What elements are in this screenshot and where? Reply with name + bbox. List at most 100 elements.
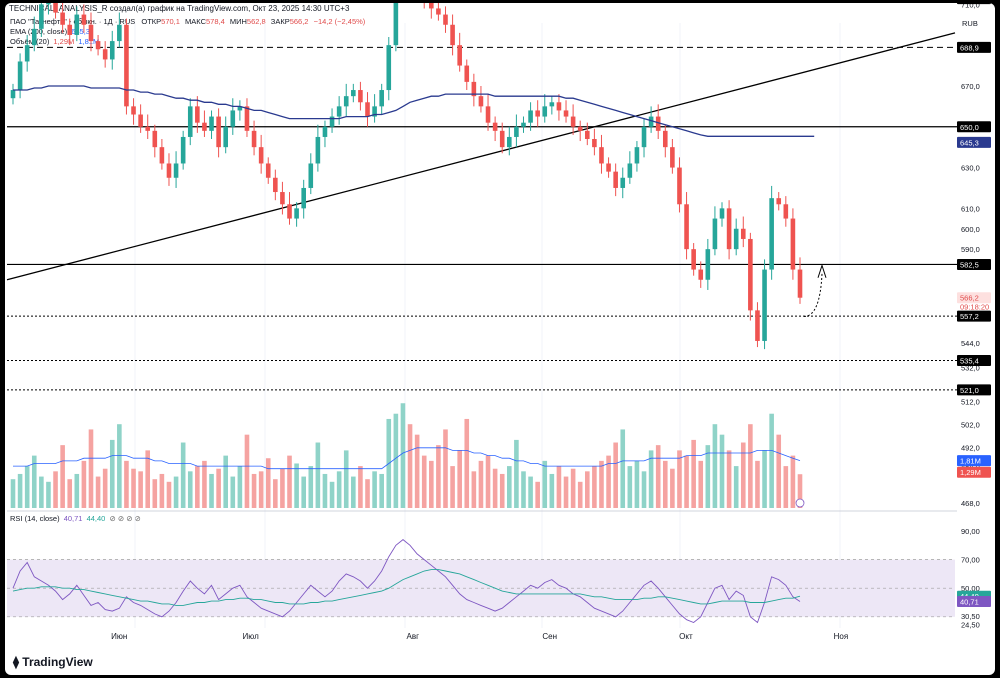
volume-bar [769,413,774,508]
level-tag: 688,9 [960,43,979,52]
candle-body [294,208,299,219]
candle-body [769,198,774,270]
projection-arrow-head [817,263,827,278]
candle-body [173,163,179,178]
volume-bar [74,473,80,508]
volume-bar [124,460,129,508]
volume-bar [152,479,158,508]
candle-body [450,24,455,46]
candle-body [308,163,314,188]
level-tag-bg [957,384,991,396]
last-price-tag: 566,2 [960,294,979,303]
volume-bar [719,434,725,508]
date-label: Окт [679,632,693,641]
candles [10,3,803,350]
volume-ma-value: 1,81M [78,37,100,46]
ema-path [13,85,815,137]
projection-arrow-path [803,273,823,317]
candle-body [74,14,80,35]
volume-bar [797,474,803,508]
volume-bar [173,476,179,508]
volume-bar [620,429,626,508]
volume-bar [202,460,207,508]
horizontal-levels [7,46,957,391]
volume-bar [39,476,44,508]
high-label: МАКС [185,17,206,26]
price-tick-label: 630,0 [961,164,980,173]
rsi-tick-label: 90,00 [961,527,980,536]
candle-body [237,106,243,111]
candle-body [166,163,172,178]
candle-body [776,198,782,205]
candle-body [528,110,533,123]
volume-bar [336,471,342,508]
candle-body [244,106,250,131]
candle-body [471,81,477,97]
candle-body [577,126,583,131]
ema-legend[interactable]: EMA (200, close) 645,3 [10,27,90,36]
candle-body [677,167,682,205]
volume-bar [613,442,618,508]
candle-body [124,24,129,107]
volume-ma-tag: 1,81M [960,457,981,466]
volume-bar [677,450,682,508]
level-tag-bg [957,3,991,5]
volume-last-tag-bg [957,466,991,478]
tradingview-logo-icon: ⧫ [13,655,19,669]
volume-bar [485,455,491,508]
volume-bar [556,466,562,508]
open-label: ОТКР [141,17,162,26]
ema-tag: 645,3 [960,138,979,147]
candle-body [556,102,562,111]
rsi-ma-path [12,569,801,606]
volume-bar [187,471,193,508]
volume-bar [726,450,732,508]
candle-body [152,130,158,148]
volume-bar [166,481,172,508]
volume-bar [131,468,136,508]
candle-body [705,249,711,280]
candle-body [592,139,597,148]
chart-card: TECHNICAL_ANALYSIS_R создал(а) график на… [5,3,995,675]
candle-body [10,90,16,99]
volume-legend[interactable]: Объём (20) 1,29M 1,81M [10,37,99,46]
volume-bar [88,429,94,508]
volume-bar [407,424,413,508]
candle-body [230,110,236,127]
volume-bar [280,468,285,508]
candle-body [627,163,633,178]
volume-bar [740,442,746,508]
symbol-legend[interactable]: ПАО "Татнефть" - обыкн. · 1Д · RUS ОТКР5… [10,17,365,26]
candle-body [485,106,491,123]
volume-bar [117,424,122,508]
volume-bar [159,473,165,508]
volume-bar [237,466,243,508]
level-tag: 535,4 [960,357,979,366]
rsi-tick-label: 30,50 [961,612,980,621]
candle-body [499,130,505,148]
price-axis: 730,0710,0670,0630,0610,0600,0590,0544,0… [961,3,980,630]
volume-bar [60,445,65,508]
volume-bar [145,450,151,508]
price-tick-label: 492,0 [961,444,980,453]
volume-bar [464,418,470,508]
volume-bar [294,463,299,508]
candle-body [492,122,498,131]
candle-body [670,147,675,168]
volume-bar [599,460,604,508]
candle-body [265,163,271,178]
volume-bar [549,473,555,508]
volume-bar [209,473,214,508]
volume-bar [542,460,548,508]
candle-body [584,130,590,139]
candle-body [563,110,569,117]
volume-bar [563,476,569,508]
volume-bar [365,479,370,508]
rsi-settings-icons[interactable]: ⊘ ⊘ ⊘ ⊘ [109,514,141,523]
volume-bar [393,413,399,508]
price-chart[interactable]: 730,0710,0670,0630,0610,0600,0590,0544,0… [5,3,995,675]
price-tick-label: 532,0 [961,363,980,372]
candle-body [620,177,626,188]
rsi-legend[interactable]: RSI (14, close) 40,71 44,40 ⊘ ⊘ ⊘ ⊘ [10,514,141,523]
tradingview-logo[interactable]: ⧫ TradingView [13,655,93,669]
